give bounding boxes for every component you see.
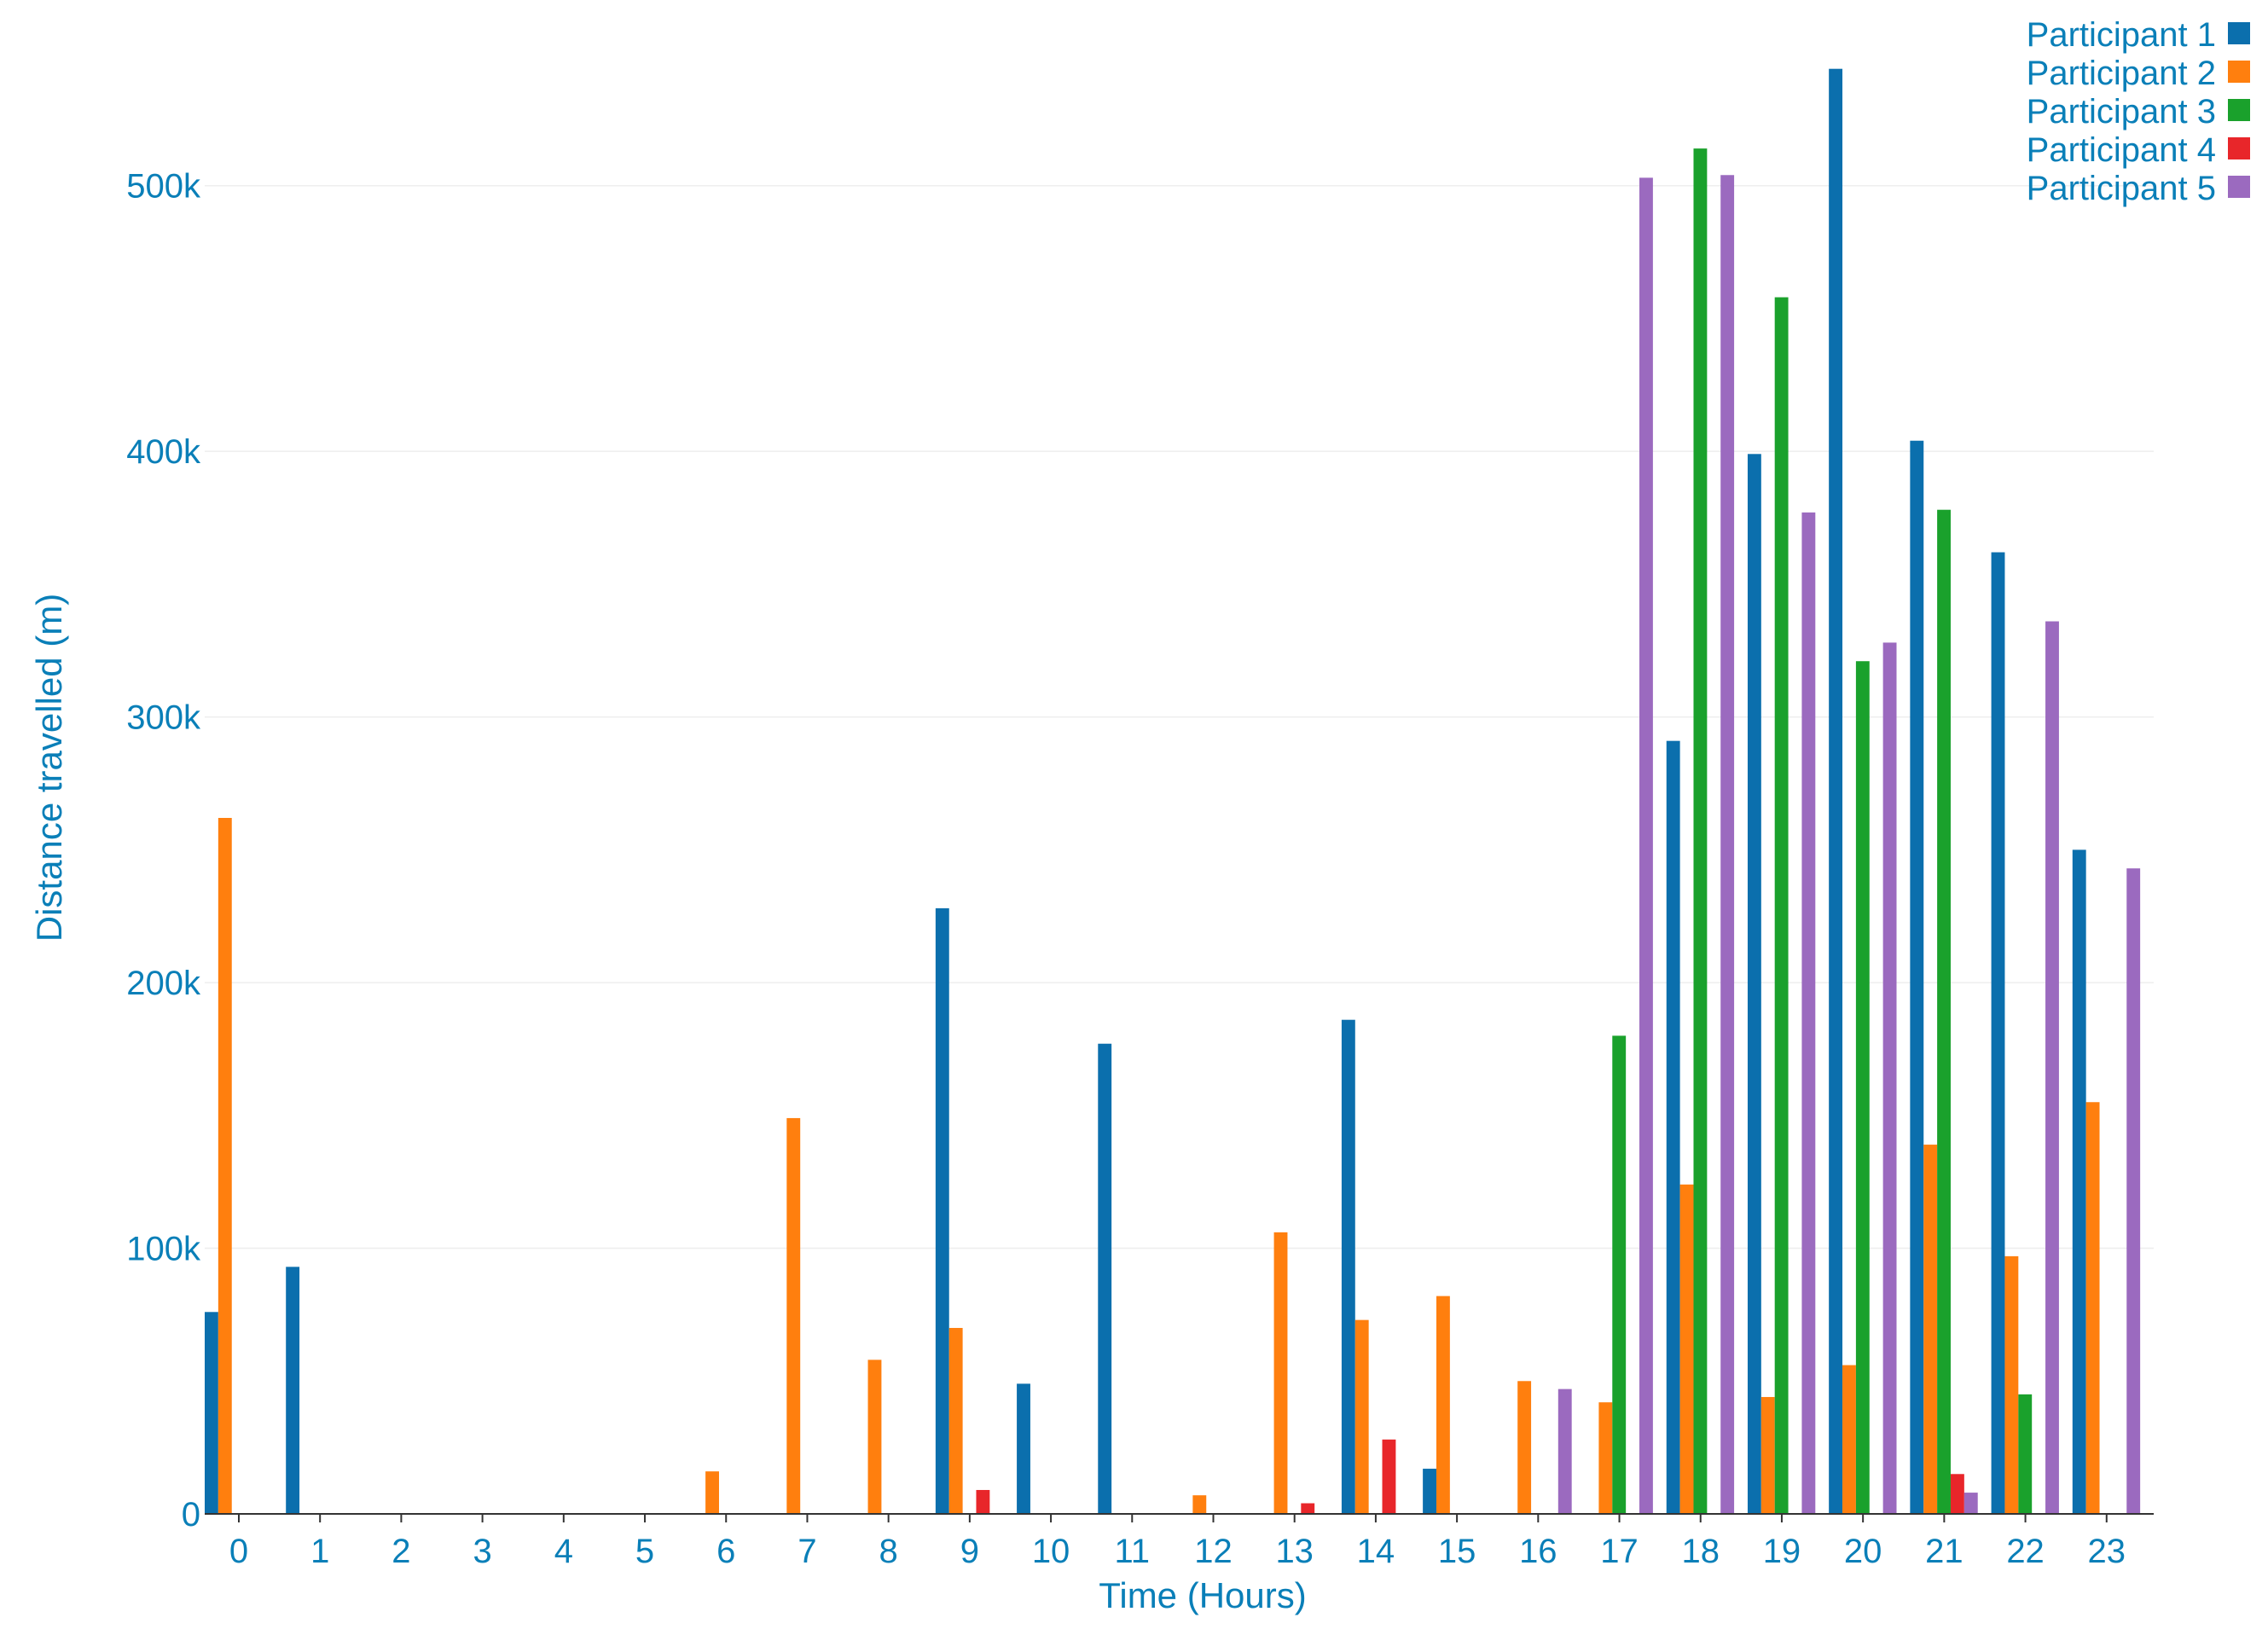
bar bbox=[948, 1327, 963, 1514]
x-tick-label: 20 bbox=[1844, 1533, 1882, 1570]
bar bbox=[2045, 621, 2059, 1515]
x-tick-label: 11 bbox=[1115, 1533, 1151, 1570]
x-tick-label: 7 bbox=[798, 1533, 816, 1570]
x-tick-label: 4 bbox=[554, 1533, 573, 1570]
legend-swatch bbox=[2228, 61, 2250, 83]
bar bbox=[1910, 440, 1924, 1514]
x-tick-label: 18 bbox=[1681, 1533, 1720, 1570]
bar bbox=[1098, 1043, 1112, 1514]
x-tick-label: 17 bbox=[1600, 1533, 1639, 1570]
bar bbox=[1747, 454, 1761, 1514]
bar bbox=[1829, 68, 1843, 1515]
x-tick-label: 1 bbox=[310, 1533, 329, 1570]
bar bbox=[1017, 1383, 1030, 1514]
bar bbox=[1842, 1365, 1856, 1514]
bar bbox=[705, 1471, 719, 1514]
x-tick-label: 0 bbox=[229, 1533, 248, 1570]
bar bbox=[1436, 1296, 1450, 1514]
bar bbox=[1557, 1389, 1572, 1514]
x-axis-title: Time (Hours) bbox=[1099, 1575, 1306, 1615]
bar bbox=[2126, 868, 2141, 1514]
legend-swatch bbox=[2228, 137, 2250, 159]
x-tick-label: 22 bbox=[2006, 1533, 2045, 1570]
bar bbox=[1991, 552, 2005, 1514]
x-tick-labels: 0 1 2 3 4 5 6 7 8 9 10 11 12 13 14 15 16 17 18 19 20 21 22 23 bbox=[229, 1514, 2126, 1570]
bar bbox=[1423, 1469, 1436, 1514]
y-tick-label: 100k bbox=[126, 1231, 201, 1268]
bar bbox=[1517, 1381, 1532, 1514]
y-tick-label: 0 bbox=[182, 1496, 200, 1534]
legend-swatch bbox=[2228, 99, 2250, 121]
bar bbox=[1301, 1503, 1315, 1514]
x-tick-label: 21 bbox=[1925, 1533, 1963, 1570]
bar bbox=[786, 1117, 801, 1514]
x-tick-label: 6 bbox=[716, 1533, 735, 1570]
bar bbox=[1598, 1402, 1613, 1514]
bar bbox=[1612, 1035, 1627, 1514]
x-tick-label: 2 bbox=[392, 1533, 410, 1570]
bar bbox=[1882, 642, 1897, 1514]
legend-label: Participant 3 bbox=[2027, 93, 2216, 130]
bar bbox=[2004, 1255, 2019, 1514]
y-tick-labels: 0 100k 200k 300k 400k 500k bbox=[126, 168, 201, 1534]
bar bbox=[1963, 1493, 1978, 1514]
x-tick-label: 13 bbox=[1275, 1533, 1314, 1570]
bar bbox=[1273, 1232, 1288, 1514]
bar bbox=[1382, 1439, 1396, 1514]
bar bbox=[1693, 148, 1708, 1514]
y-tick-label: 400k bbox=[126, 433, 201, 471]
legend-label: Participant 2 bbox=[2027, 55, 2216, 92]
bar bbox=[935, 907, 949, 1514]
legend-label: Participant 1 bbox=[2027, 16, 2216, 54]
bar bbox=[2085, 1102, 2100, 1514]
bar bbox=[1341, 1019, 1355, 1514]
bar bbox=[1760, 1396, 1775, 1514]
x-tick-label: 23 bbox=[2088, 1533, 2126, 1570]
bar bbox=[1855, 661, 1870, 1514]
bar bbox=[2018, 1394, 2033, 1514]
x-tick-label: 19 bbox=[1763, 1533, 1801, 1570]
bar bbox=[867, 1360, 882, 1514]
x-tick-label: 8 bbox=[879, 1533, 898, 1570]
bar bbox=[1923, 1145, 1938, 1514]
x-tick-label: 16 bbox=[1519, 1533, 1557, 1570]
bar bbox=[1639, 177, 1653, 1514]
bar bbox=[2072, 849, 2086, 1514]
x-tick-label: 3 bbox=[473, 1533, 491, 1570]
legend-label: Participant 5 bbox=[2027, 170, 2216, 207]
x-tick-label: 14 bbox=[1357, 1533, 1395, 1570]
bar bbox=[218, 817, 232, 1514]
bar bbox=[1720, 175, 1735, 1515]
bar bbox=[1679, 1184, 1694, 1514]
y-axis-title: Distance travelled (m) bbox=[29, 594, 69, 942]
x-tick-label: 10 bbox=[1032, 1533, 1070, 1570]
bars bbox=[205, 68, 2141, 1515]
x-tick-label: 5 bbox=[635, 1533, 654, 1570]
bar bbox=[1192, 1495, 1207, 1514]
y-tick-label: 200k bbox=[126, 965, 201, 1002]
bar bbox=[1666, 740, 1680, 1514]
legend-swatch bbox=[2228, 22, 2250, 44]
legend-swatch bbox=[2228, 176, 2250, 198]
bar bbox=[1937, 509, 1951, 1514]
bar bbox=[976, 1489, 990, 1514]
x-tick-label: 15 bbox=[1438, 1533, 1476, 1570]
x-tick-label: 12 bbox=[1194, 1533, 1233, 1570]
legend-label: Participant 4 bbox=[2027, 131, 2216, 169]
x-tick-label: 9 bbox=[960, 1533, 979, 1570]
bar bbox=[1774, 297, 1789, 1514]
y-tick-label: 300k bbox=[126, 699, 201, 737]
bar bbox=[1801, 512, 1816, 1514]
bar bbox=[1354, 1319, 1369, 1514]
bar bbox=[286, 1267, 300, 1514]
bar bbox=[205, 1312, 218, 1514]
y-tick-label: 500k bbox=[126, 168, 201, 206]
bar bbox=[1950, 1474, 1964, 1514]
